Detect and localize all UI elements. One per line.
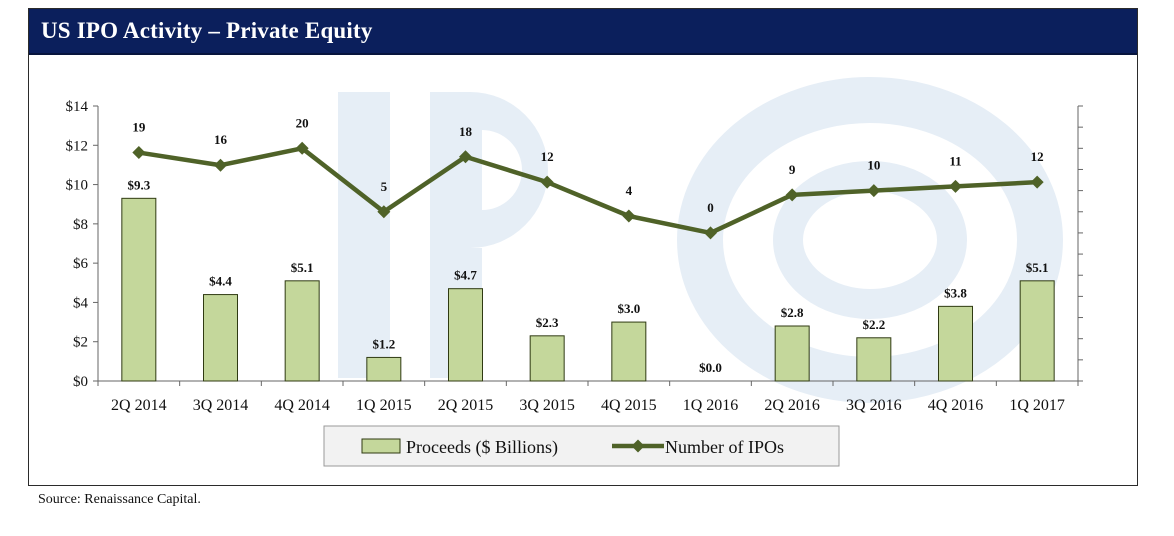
x-axis-tick-label: 4Q 2014 [274, 397, 330, 414]
x-axis-tick-label: 1Q 2015 [356, 397, 412, 414]
legend: Proceeds ($ Billions) Number of IPOs [323, 425, 840, 467]
ipo-count-marker [622, 209, 636, 223]
bar-series [121, 197, 1055, 382]
left-axis-tick-label: $8 [73, 217, 88, 233]
x-axis-tick-label: 1Q 2017 [1009, 397, 1065, 414]
legend-box [323, 425, 840, 467]
ipo-count-marker [132, 146, 146, 160]
ipo-count-marker [867, 184, 881, 198]
x-axis-tick-label: 2Q 2016 [764, 397, 820, 414]
proceeds-bar [611, 321, 647, 382]
proceeds-bar [938, 305, 973, 382]
proceeds-data-label: $5.1 [291, 260, 314, 275]
ipo-count-data-label: 9 [789, 162, 796, 177]
x-axis-tick-label: 3Q 2016 [846, 397, 902, 414]
proceeds-bar [121, 197, 157, 382]
left-axis-tick-label: $6 [73, 256, 89, 272]
legend-label-ipos: Number of IPOs [665, 437, 784, 457]
x-axis-tick-label: 4Q 2016 [928, 397, 984, 414]
ipo-count-marker [540, 175, 554, 189]
ipo-count-marker [214, 158, 227, 172]
left-axis-tick-label: $4 [73, 295, 89, 311]
legend-swatch-ipos-marker [631, 439, 645, 453]
proceeds-data-label: $2.3 [536, 315, 559, 330]
proceeds-bar [366, 356, 402, 382]
ipo-count-marker [704, 226, 717, 240]
left-axis-tick-label: $10 [66, 178, 89, 194]
proceeds-data-label: $9.3 [127, 177, 150, 192]
source-note: Source: Renaissance Capital. [38, 492, 201, 507]
ipo-count-marker [295, 141, 309, 155]
ipo-count-data-label: 5 [381, 179, 388, 194]
proceeds-data-label: $4.4 [209, 274, 232, 289]
ipo-count-data-label: 10 [867, 158, 880, 173]
ipo-count-data-label: 4 [626, 183, 633, 198]
ipo-count-data-label: 11 [949, 153, 961, 168]
proceeds-data-label: $4.7 [454, 268, 477, 283]
ipo-count-marker [377, 205, 391, 219]
line-series [132, 141, 1044, 240]
ipo-count-data-label: 20 [296, 115, 309, 130]
proceeds-bar [529, 335, 565, 382]
proceeds-data-label: $2.2 [862, 317, 885, 332]
left-axis-tick-label: $12 [66, 138, 89, 154]
proceeds-bar [448, 288, 483, 382]
x-axis-tick-label: 2Q 2014 [111, 397, 167, 414]
axes: $0 $2 $4 $6 $8 $10 $12 $14 2Q 2014 3Q 2014 4Q 2014… [66, 99, 1083, 414]
x-axis-tick-label: 1Q 2016 [683, 397, 739, 414]
proceeds-bar [774, 325, 810, 382]
left-axis-tick-label: $2 [73, 335, 88, 351]
ipo-count-marker [1030, 175, 1044, 189]
proceeds-data-label: $3.0 [617, 301, 640, 316]
ipo-count-marker [459, 150, 472, 164]
legend-swatch-proceeds [361, 438, 401, 454]
ipo-count-data-label: 18 [459, 124, 473, 139]
data-labels: $9.3 $4.4 $5.1 $1.2 $4.7 $2.3 $3.0 $0.0 $2.8 $2.2… [127, 115, 1048, 375]
ipo-count-data-label: 0 [707, 200, 714, 215]
proceeds-bar [1019, 280, 1055, 382]
ipo-count-data-label: 19 [132, 120, 146, 135]
ipo-count-data-label: 16 [214, 132, 228, 147]
legend-label-proceeds: Proceeds ($ Billions) [406, 437, 558, 458]
proceeds-data-label: $0.0 [699, 360, 722, 375]
proceeds-bar [203, 294, 238, 382]
watermark-letter-o-inner [773, 161, 967, 319]
x-axis-tick-label: 3Q 2014 [193, 397, 249, 414]
proceeds-data-label: $3.8 [944, 285, 967, 300]
chart-title: US IPO Activity – Private Equity [41, 18, 373, 43]
proceeds-bar [856, 337, 892, 382]
ipo-count-marker [949, 179, 962, 193]
ipo-watermark-logo [338, 77, 1063, 403]
ipo-count-marker [785, 188, 799, 202]
proceeds-data-label: $1.2 [372, 336, 395, 351]
ipo-count-data-label: 12 [541, 149, 554, 164]
proceeds-bar [284, 280, 320, 382]
proceeds-data-label: $2.8 [781, 305, 804, 320]
ipo-count-data-label: 12 [1031, 149, 1044, 164]
proceeds-data-label: $5.1 [1026, 260, 1049, 275]
x-axis-tick-label: 4Q 2015 [601, 397, 657, 414]
ipo-count-line [138, 146, 1038, 236]
title-bar: US IPO Activity – Private Equity [29, 9, 1137, 55]
left-axis-tick-label: $0 [73, 374, 88, 390]
watermark-letter-i [338, 92, 390, 378]
x-axis-tick-label: 2Q 2015 [438, 397, 494, 414]
left-axis-tick-label: $14 [66, 99, 89, 115]
x-axis-tick-label: 3Q 2015 [519, 397, 575, 414]
